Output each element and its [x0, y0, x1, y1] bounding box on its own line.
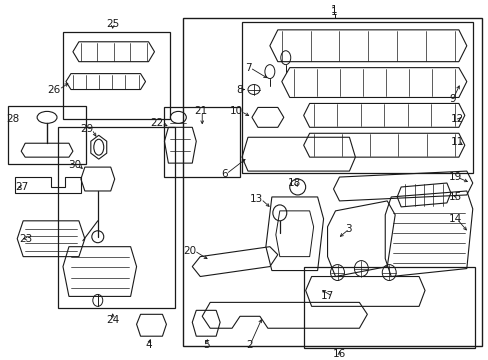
- Text: 19: 19: [448, 172, 461, 182]
- Text: 29: 29: [81, 124, 94, 134]
- Bar: [242, 22, 472, 173]
- Text: 1: 1: [330, 5, 337, 15]
- Text: 4: 4: [145, 340, 151, 350]
- Text: 9: 9: [448, 94, 455, 104]
- Text: 15: 15: [448, 192, 461, 202]
- Text: 27: 27: [15, 182, 28, 192]
- Text: 30: 30: [68, 160, 81, 170]
- Text: 6: 6: [221, 169, 227, 179]
- Text: 7: 7: [245, 63, 251, 73]
- Text: 10: 10: [229, 107, 243, 116]
- Bar: [63, 32, 170, 120]
- Bar: [183, 18, 481, 346]
- Text: 8: 8: [236, 85, 243, 95]
- Text: 2: 2: [246, 340, 253, 350]
- Text: 12: 12: [450, 114, 463, 124]
- Text: 26: 26: [48, 85, 61, 95]
- Text: 16: 16: [332, 349, 346, 359]
- Text: 18: 18: [287, 178, 301, 188]
- Bar: [164, 107, 240, 177]
- Text: 22: 22: [150, 118, 163, 128]
- Text: 24: 24: [106, 315, 119, 325]
- Text: 28: 28: [6, 114, 20, 124]
- Bar: [8, 107, 86, 164]
- Text: 11: 11: [450, 137, 463, 147]
- Text: 23: 23: [19, 234, 32, 244]
- Text: 3: 3: [344, 224, 351, 234]
- Text: 20: 20: [183, 246, 196, 256]
- Text: 14: 14: [448, 214, 461, 224]
- Bar: [58, 127, 175, 309]
- Text: 25: 25: [106, 19, 119, 29]
- Text: 1: 1: [330, 7, 337, 17]
- Bar: [303, 266, 474, 348]
- Text: 21: 21: [194, 107, 207, 116]
- Text: 13: 13: [249, 194, 263, 204]
- Text: 17: 17: [321, 291, 334, 301]
- Text: 5: 5: [203, 340, 209, 350]
